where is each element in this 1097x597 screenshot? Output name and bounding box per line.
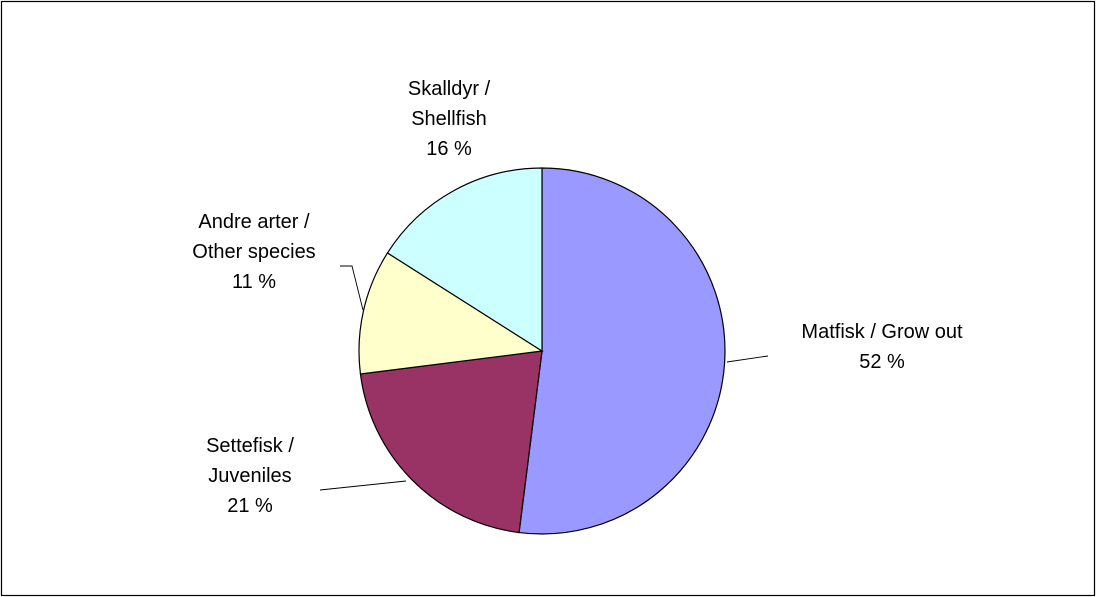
pie-slice-3 — [386, 167, 543, 353]
slice-label-2: Andre arter / Other species 11 % — [192, 211, 315, 293]
slice-name-line-1-0: Settefisk / — [206, 435, 294, 457]
pie-slice-0 — [518, 167, 726, 535]
leader-line-2 — [340, 265, 364, 311]
slice-label-0: Matfisk / Grow out 52 % — [801, 321, 963, 373]
slice-name-line-3-0: Skalldyr / — [408, 78, 491, 100]
pie-slice-2 — [358, 252, 544, 375]
slice-value-label-2: 11 % — [232, 271, 276, 293]
slice-label-1: Settefisk / Juveniles 21 % — [206, 435, 294, 517]
pie-slice-1 — [359, 350, 543, 534]
slice-value-label-3: 16 % — [426, 138, 472, 160]
slice-labels: Matfisk / Grow out 52 % Settefisk / Juvenil… — [192, 78, 963, 517]
pie-slices — [358, 167, 726, 535]
leader-line-1 — [319, 480, 407, 491]
leader-lines — [319, 265, 769, 491]
slice-name-line-2-0: Andre arter / — [198, 211, 310, 233]
slice-name-line-0-0: Matfisk / Grow out — [801, 321, 963, 343]
slice-value-label-1: 21 % — [227, 495, 273, 517]
slice-name-line-3-1: Shellfish — [411, 108, 487, 130]
slice-value-label-0: 52 % — [859, 351, 905, 373]
leader-line-0 — [726, 355, 769, 363]
slice-name-line-2-1: Other species — [192, 241, 315, 263]
slice-name-line-1-1: Juveniles — [208, 465, 291, 487]
slice-label-3: Skalldyr / Shellfish 16 % — [408, 78, 491, 160]
